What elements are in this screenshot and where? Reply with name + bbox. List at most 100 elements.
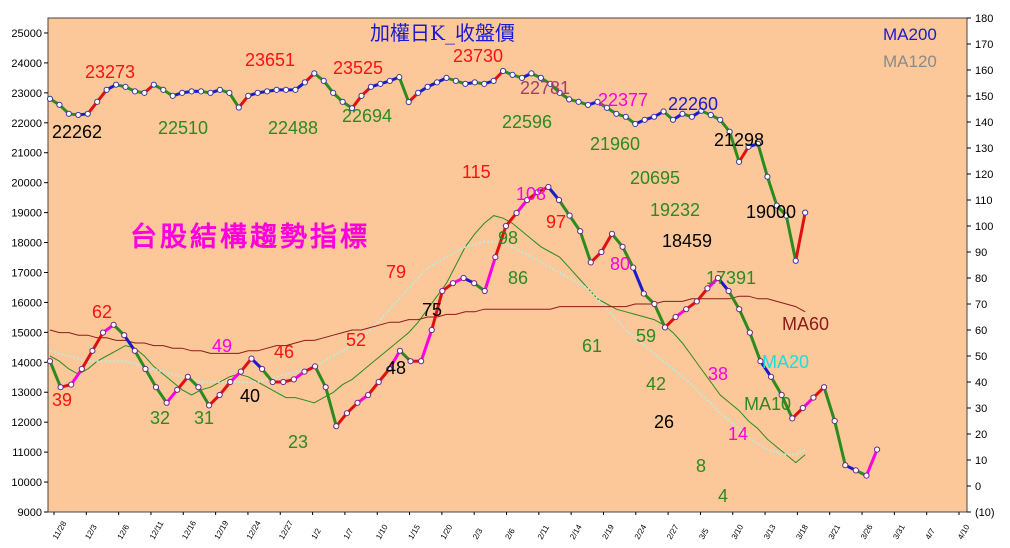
data-label: 59 <box>636 326 656 346</box>
indicator-point <box>89 347 96 354</box>
indicator-point <box>714 274 722 282</box>
right-tick-label: 170 <box>975 39 993 51</box>
indicator-segment <box>48 360 62 388</box>
indicator-point <box>577 228 584 235</box>
left-tick-label: 12000 <box>11 417 42 429</box>
indicator-point <box>566 212 573 219</box>
price-point <box>160 86 167 93</box>
left-tick-label: 14000 <box>11 357 42 369</box>
right-tick-label: 70 <box>975 299 987 311</box>
x-tick-label: 4/10 <box>956 523 972 541</box>
indicator-point <box>428 326 435 334</box>
indicator-point <box>757 358 764 365</box>
data-label: 48 <box>386 358 406 378</box>
data-label: 46 <box>274 342 294 362</box>
price-point <box>377 80 384 87</box>
price-point <box>802 209 809 216</box>
data-label: 31 <box>194 408 214 428</box>
indicator-point <box>142 365 149 373</box>
price-point <box>254 89 261 96</box>
indicator-point <box>152 384 160 391</box>
price-point <box>122 83 129 90</box>
price-point <box>197 88 205 95</box>
x-tick-label: 4/7 <box>924 526 938 541</box>
data-label: 22260 <box>668 94 718 114</box>
price-point <box>75 111 82 119</box>
right-tick-label: 30 <box>975 403 987 415</box>
right-tick-label: 140 <box>975 117 993 129</box>
left-tick-label: 22000 <box>11 118 42 130</box>
indicator-point <box>163 399 170 406</box>
x-tick-label: 2/14 <box>568 523 584 541</box>
price-point <box>367 83 375 90</box>
indicator-point <box>492 254 499 261</box>
indicator-point <box>110 321 117 328</box>
indicator-segment <box>600 233 614 253</box>
data-label: 23 <box>288 432 308 452</box>
x-tick-label: 1/20 <box>439 523 455 541</box>
x-tick-label: 12/3 <box>83 523 99 541</box>
price-point <box>141 89 148 96</box>
right-tick-label: 120 <box>975 169 993 181</box>
data-label: 39 <box>52 390 72 410</box>
x-tick-label: 2/3 <box>471 526 485 541</box>
plot-area <box>47 17 968 513</box>
indicator-point <box>852 467 859 474</box>
price-point <box>94 98 101 105</box>
x-tick-label: 3/18 <box>794 523 810 541</box>
data-label: 20695 <box>630 168 680 188</box>
price-segment <box>397 76 411 103</box>
indicator-point <box>46 358 54 365</box>
data-label: 75 <box>422 300 442 320</box>
indicator-point <box>343 410 351 417</box>
data-label: 108 <box>516 184 546 204</box>
indicator-point <box>736 306 743 313</box>
data-label: 26 <box>654 412 674 432</box>
indicator-point <box>386 365 393 373</box>
data-label: 49 <box>212 336 232 356</box>
left-tick-label: 11000 <box>12 447 42 459</box>
price-point <box>651 113 658 120</box>
data-label: 61 <box>582 336 602 356</box>
price-point <box>292 86 299 93</box>
indicator-segment <box>419 329 434 362</box>
right-axis: (10) 0 10 20 30 40 50 60 70 80 90 100 110 120 130 140 15… <box>967 13 995 519</box>
price-point <box>245 92 252 99</box>
price-point <box>330 89 337 96</box>
price-point <box>320 77 327 84</box>
price-point <box>169 92 176 99</box>
indicator-segment <box>578 230 593 263</box>
indicator-point <box>630 264 637 271</box>
indicator-point <box>396 347 404 354</box>
indicator-point <box>587 259 594 266</box>
right-tick-label: 110 <box>975 195 993 207</box>
right-tick-label: 100 <box>975 221 993 233</box>
price-point <box>518 74 526 81</box>
data-label: 19232 <box>650 200 700 220</box>
indicator-segment <box>483 256 497 292</box>
left-tick-label: 21000 <box>11 148 42 160</box>
left-axis: 9000 10000 11000 12000 13000 14000 15000 16000 1… <box>11 28 48 519</box>
price-point <box>698 107 705 114</box>
indicator-point <box>873 446 881 453</box>
price-point <box>311 70 318 77</box>
price-point <box>415 89 422 96</box>
ma-label-ma20: MA20 <box>762 352 809 372</box>
right-tick-label: 60 <box>975 325 987 337</box>
price-point <box>566 96 573 103</box>
legend-ma200: MA200 <box>883 25 937 44</box>
indicator-segment <box>865 449 879 477</box>
indicator-point <box>842 462 849 469</box>
indicator-point <box>661 324 669 331</box>
price-point <box>226 89 233 96</box>
price-point <box>396 74 403 81</box>
indicator-segment <box>80 350 94 370</box>
price-point <box>509 71 516 78</box>
indicator-point <box>121 332 128 339</box>
x-tick-label: 3/5 <box>697 526 711 541</box>
data-label: 22488 <box>268 118 318 138</box>
data-label: 86 <box>508 268 528 288</box>
data-label: 22694 <box>342 106 392 126</box>
price-point <box>179 89 186 96</box>
